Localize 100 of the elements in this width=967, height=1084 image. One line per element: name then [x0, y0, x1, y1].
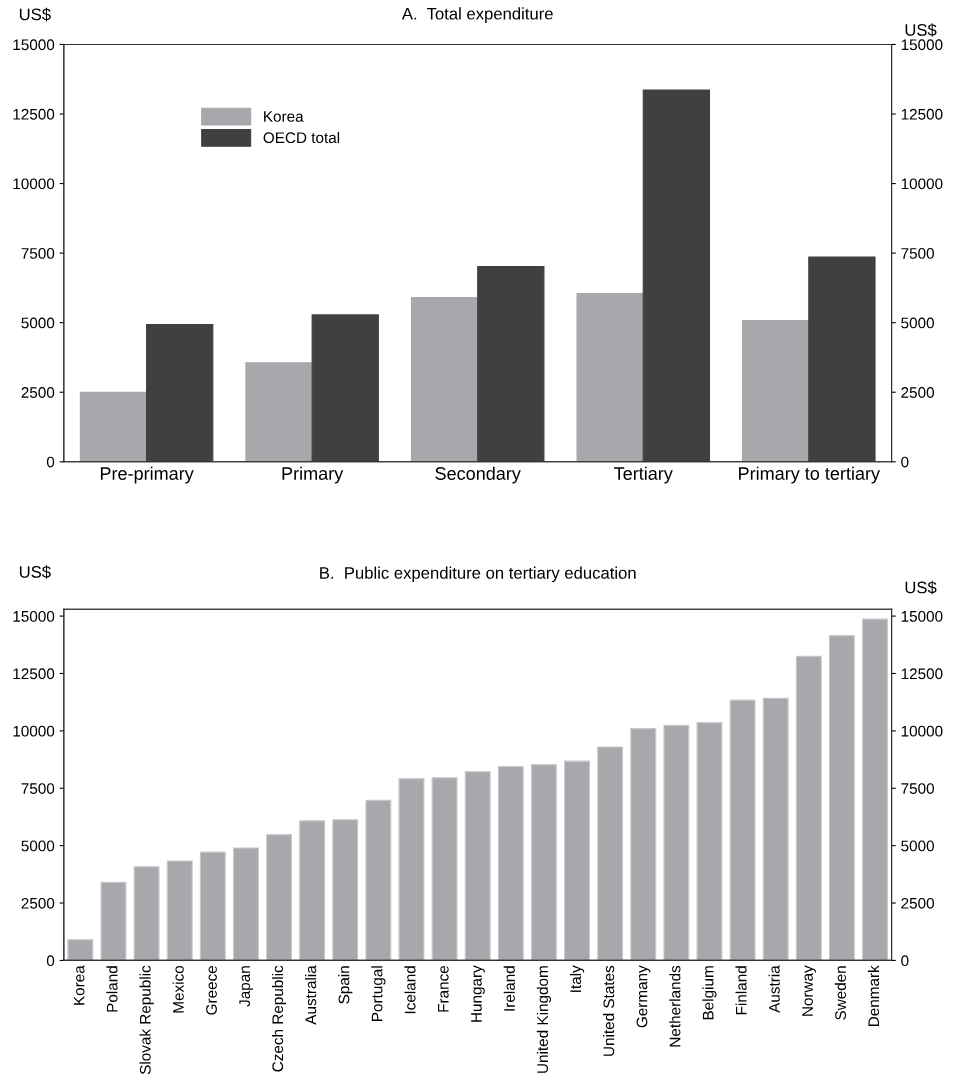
y-tick-label: 15000	[13, 39, 55, 51]
bar	[146, 324, 214, 462]
x-tick-label: Primary to tertiary	[739, 466, 880, 484]
bar	[464, 771, 491, 961]
legend-label: Korea	[264, 111, 304, 122]
bar	[431, 777, 458, 961]
bar	[365, 799, 392, 961]
y2-tick-label: 12500	[901, 108, 943, 120]
bar	[266, 834, 293, 961]
x-tick-label: Spain	[338, 966, 353, 1004]
bar	[79, 391, 148, 462]
bar	[808, 256, 876, 462]
bar	[311, 314, 379, 462]
x-tick-label: Greece	[206, 965, 217, 1015]
x-tick-label: United States	[603, 965, 615, 1056]
x-tick-label: Hungary	[471, 965, 485, 1022]
y-tick-label: 2500	[21, 897, 55, 909]
bar	[299, 820, 326, 961]
x-tick-label: Italy	[569, 965, 585, 992]
y-axis-title: US$	[19, 7, 51, 22]
bar	[133, 866, 160, 961]
x-tick-label: Primary	[282, 466, 344, 484]
y2-tick-label: 10000	[901, 725, 943, 737]
y-tick-label: 7500	[21, 247, 55, 259]
x-tick-label: Ireland	[503, 966, 515, 1011]
x-tick-label: Sweden	[834, 966, 847, 1020]
y-tick-label: 10000	[13, 725, 55, 737]
x-tick-label: Belgium	[702, 966, 717, 1020]
x-tick-label: Japan	[239, 966, 254, 1007]
y2-tick-label: 7500	[901, 247, 934, 259]
bar	[477, 265, 545, 462]
y-tick-label: 5000	[21, 840, 55, 852]
bar	[642, 89, 711, 462]
y2-tick-label: 0	[901, 955, 909, 967]
bar	[597, 746, 624, 961]
y-tick-label: 2500	[21, 387, 55, 398]
bar	[795, 655, 822, 961]
bar	[862, 618, 888, 961]
y2-tick-label: 15000	[901, 39, 943, 51]
x-tick-label: Australia	[305, 965, 317, 1025]
bar	[232, 847, 259, 961]
y2-tick-label: 2500	[901, 387, 934, 398]
x-tick-label: Austria	[768, 965, 780, 1013]
x-tick-label: Germany	[636, 965, 651, 1028]
chart-title: B. Public expenditure on tertiary education	[320, 566, 636, 583]
x-tick-label: Finland	[735, 966, 747, 1015]
bar	[245, 362, 313, 462]
x-tick-label: Iceland	[404, 966, 416, 1014]
bar	[663, 724, 690, 961]
bar	[576, 292, 644, 462]
bar	[166, 860, 193, 961]
x-tick-label: Tertiary	[614, 466, 673, 484]
x-tick-label: Poland	[106, 966, 118, 1012]
x-tick-label: Netherlands	[669, 965, 681, 1047]
bar	[530, 764, 557, 961]
y2-tick-label: 5000	[901, 840, 934, 852]
x-tick-label: France	[438, 965, 449, 1012]
x-tick-label: Secondary	[435, 466, 521, 484]
bar	[497, 765, 524, 961]
x-tick-label: Korea	[73, 965, 85, 1005]
bar	[696, 722, 723, 961]
bar	[67, 939, 94, 961]
x-tick-label: Mexico	[172, 965, 184, 1013]
bar	[742, 319, 810, 462]
y2-tick-label: 0	[901, 456, 909, 468]
y-tick-label: 5000	[21, 317, 55, 329]
bar	[828, 635, 855, 961]
bar	[729, 699, 756, 961]
bar	[630, 728, 657, 961]
bar	[332, 819, 359, 961]
y-tick-label: 15000	[13, 610, 55, 622]
bar	[199, 851, 226, 961]
x-tick-label: Denmark	[867, 965, 880, 1026]
bar	[410, 297, 479, 462]
y2-tick-label: 15000	[901, 610, 943, 622]
y2-axis-title: US$	[905, 23, 937, 37]
x-tick-label: Slovak Republic	[139, 965, 154, 1075]
bar	[398, 778, 425, 961]
y-tick-label: 7500	[21, 783, 55, 794]
y-tick-label: 0	[46, 456, 55, 468]
bar	[100, 881, 127, 961]
y2-tick-label: 7500	[901, 783, 934, 794]
y2-tick-label: 2500	[901, 897, 934, 909]
bar	[564, 760, 590, 961]
x-tick-label: Czech Republic	[271, 965, 287, 1072]
x-tick-label: Portugal	[371, 966, 386, 1021]
chart-title: A. Total expenditure	[401, 7, 553, 23]
y2-axis-title: US$	[905, 580, 937, 595]
y-axis-title: US$	[19, 565, 51, 579]
bar	[762, 697, 789, 961]
y2-tick-label: 10000	[901, 178, 943, 190]
legend-label: OECD total	[263, 131, 340, 144]
y-tick-label: 12500	[13, 668, 55, 680]
y-tick-label: 10000	[13, 178, 55, 190]
y-tick-label: 12500	[13, 108, 55, 120]
x-tick-label: Pre-primary	[100, 466, 194, 484]
y2-tick-label: 12500	[901, 668, 943, 680]
x-tick-label: United Kingdom	[536, 966, 552, 1073]
y-tick-label: 0	[46, 955, 55, 967]
x-tick-label: Norway	[802, 965, 816, 1016]
